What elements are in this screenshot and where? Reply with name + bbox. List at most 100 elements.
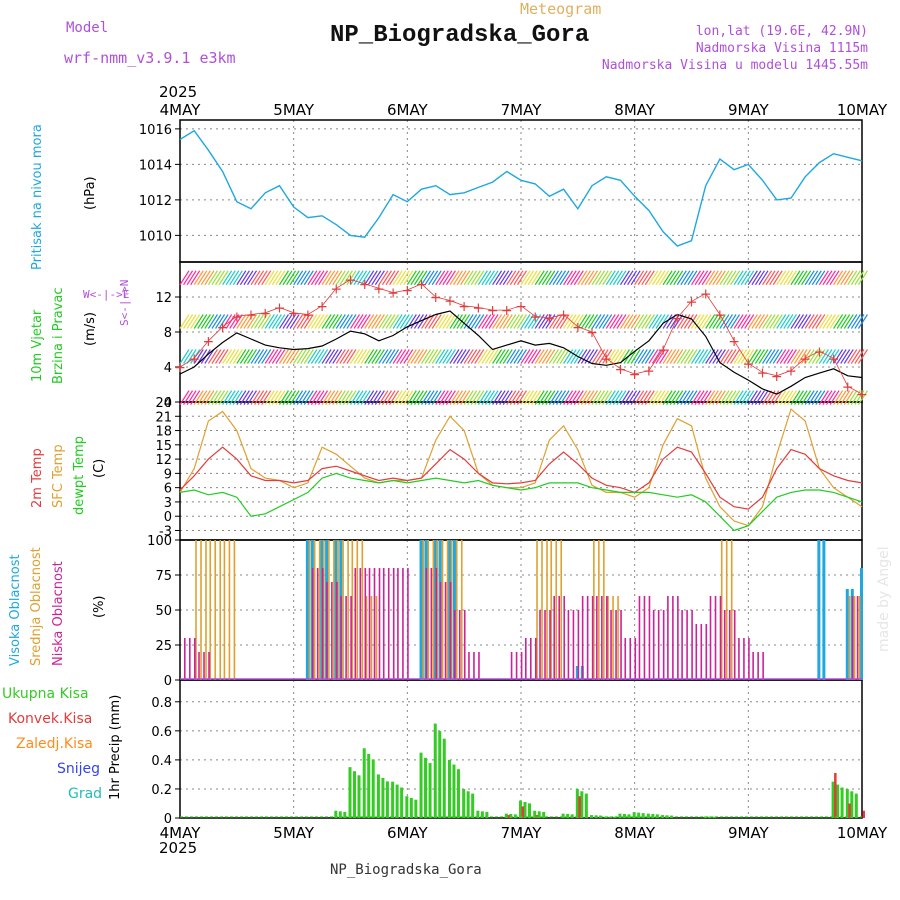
wind-arrow — [698, 314, 709, 329]
wind-arrow — [477, 349, 488, 364]
wind-arrow — [499, 314, 510, 329]
wind-arrow — [339, 314, 350, 329]
wind-arrow — [385, 314, 396, 329]
wind-arrow — [779, 270, 790, 286]
wind-arrow — [524, 314, 535, 329]
total-precip-bar — [542, 811, 546, 818]
wind-arrow — [222, 270, 233, 286]
wind-arrow — [818, 349, 829, 364]
wind-arrow — [300, 270, 311, 286]
wind-arrow — [300, 349, 311, 364]
wind-arrow — [413, 390, 424, 405]
wind-arrow — [779, 314, 790, 329]
wind-arrow — [463, 390, 474, 405]
wind-arrow — [435, 314, 446, 329]
wind-arrow — [595, 390, 606, 405]
wind-arrow — [222, 349, 233, 364]
gust-marker: + — [473, 301, 485, 317]
wind-arrow — [367, 349, 378, 364]
wind-arrow — [374, 314, 385, 329]
wind-arrow — [321, 390, 332, 405]
wind-arrow — [207, 314, 218, 329]
wind-arrow — [328, 349, 339, 364]
wind-arrow — [747, 390, 758, 405]
wind-arrow — [318, 390, 329, 405]
wind-arrow — [808, 349, 819, 364]
wind-arrow — [524, 349, 535, 364]
wind-arrow — [396, 270, 407, 286]
date-label-bottom: 10MAY — [837, 824, 888, 842]
wind-arrow — [705, 314, 716, 329]
wind-arrow — [651, 349, 662, 364]
wind-arrow — [314, 270, 325, 286]
wind-arrow — [524, 270, 535, 286]
panel-0: 1010 1012 1014 1016 — [139, 119, 863, 263]
low-cloud-bar — [728, 610, 731, 680]
y-tick-label: 8 — [164, 326, 172, 341]
mid-cloud-bar — [351, 540, 354, 680]
y-tick-label: 0.2 — [151, 783, 172, 798]
low-cloud-bar — [549, 610, 551, 680]
wind-arrow — [456, 349, 467, 364]
low-cloud-bar — [652, 610, 655, 680]
wind-arrow — [374, 390, 385, 405]
high-cloud-bar — [845, 589, 849, 680]
low-cloud-bar — [203, 652, 205, 680]
wind-arrow — [751, 270, 762, 286]
wind-arrow — [381, 390, 392, 405]
wind-arrow — [836, 390, 847, 405]
wind-arrow — [229, 390, 240, 405]
y-tick-label: 0.4 — [151, 754, 172, 769]
gust-marker: + — [245, 308, 257, 324]
wind-arrow — [353, 314, 364, 329]
date-label-top: 8MAY — [614, 101, 656, 119]
wind-arrow — [676, 270, 687, 286]
wind-arrow — [342, 314, 353, 329]
low-cloud-bar — [648, 596, 651, 680]
wind-arrow — [392, 314, 403, 329]
low-cloud-bar — [378, 568, 381, 680]
wind-arrow — [225, 390, 236, 405]
wind-arrow — [349, 270, 361, 286]
wind-arrow — [474, 390, 485, 405]
gust-marker: + — [799, 351, 811, 367]
wind-arrow — [843, 270, 854, 286]
wind-arrow — [431, 349, 442, 364]
wind-arrow — [349, 349, 361, 364]
low-cloud-bar — [478, 652, 480, 680]
wind-arrow — [648, 270, 659, 286]
y-tick-label: 24 — [155, 396, 172, 411]
gust-marker: + — [629, 367, 641, 383]
total-precip-bar — [580, 791, 584, 818]
wind-arrow — [264, 314, 275, 329]
wind-arrow — [438, 314, 449, 329]
wind-arrow — [371, 349, 382, 364]
wind-arrow — [378, 390, 389, 405]
wind-arrow — [705, 390, 716, 405]
total-precip-bar — [575, 788, 579, 818]
wind-arrow — [612, 349, 623, 364]
gust-marker: + — [515, 299, 527, 315]
wind-arrow — [371, 390, 382, 405]
wind-arrow — [310, 314, 321, 329]
wind-arrow — [278, 390, 289, 405]
wind-arrow — [694, 390, 705, 405]
wind-arrow — [783, 390, 794, 405]
wind-arrow — [698, 390, 709, 405]
wind-arrow — [644, 390, 655, 405]
wind-arrow — [495, 349, 506, 364]
wind-arrow — [186, 314, 197, 329]
wind-arrow — [744, 349, 755, 364]
wind-arrow — [215, 390, 226, 405]
wind-arrow — [811, 314, 822, 329]
wind-arrow — [790, 349, 801, 364]
wind-arrow — [392, 390, 403, 405]
wind-arrow — [644, 349, 655, 364]
wind-arrow — [708, 390, 719, 405]
wind-arrow — [335, 390, 346, 405]
wind-arrow — [680, 390, 691, 405]
low-cloud-bar — [407, 568, 409, 680]
gust-marker: + — [814, 344, 826, 360]
total-precip-bar — [641, 813, 645, 818]
panel-4: 0 0.2 0.4 0.6 0.8 — [151, 679, 863, 827]
